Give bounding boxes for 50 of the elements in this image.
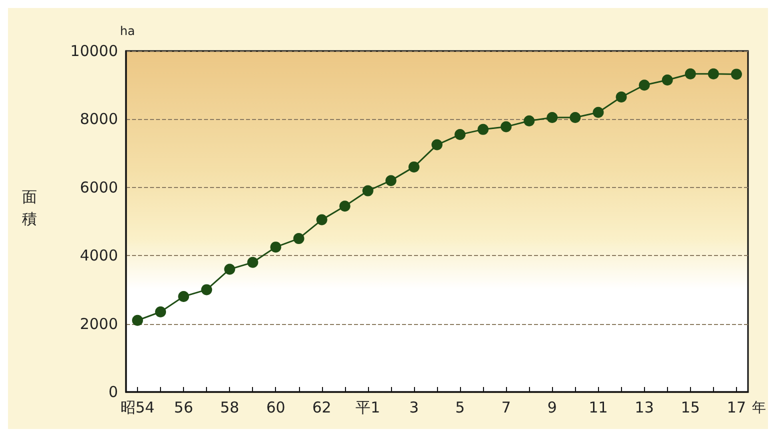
point [270,242,282,253]
point [155,306,166,318]
point [362,185,374,196]
x-tick-label: 13 [634,398,654,416]
point [339,200,350,212]
text: ha [120,24,135,38]
point [293,233,304,244]
point [662,74,673,86]
x-tick-label: 60 [266,398,286,416]
x-tick-label: 5 [455,398,465,416]
x-tick-label: 17 [726,398,746,416]
x-tick-label: 平1 [356,398,380,416]
point [546,112,558,123]
x-tick-label: 3 [409,398,419,416]
point [524,115,535,126]
point [638,80,650,91]
x-tick-label: 9 [547,398,557,416]
x-tick-label: 7 [501,398,511,416]
point [500,121,512,132]
point [730,68,742,80]
x-tick-label: 62 [312,398,332,416]
point [132,314,144,326]
point [408,161,420,172]
y-tick-label: 6000 [80,178,118,196]
point [592,106,604,118]
point [432,139,442,150]
x-tick-label: 11 [588,398,608,416]
point [478,124,489,135]
point [224,264,236,275]
x-tick-label: 15 [680,398,700,416]
point [684,68,696,80]
point [316,214,328,226]
x-tick-label: 58 [220,398,240,416]
y-tick-label: 8000 [80,110,118,128]
y-axis-title: 面積 [22,188,37,228]
x-tick-label: 56 [174,398,194,416]
point [385,175,396,186]
point [178,291,190,302]
y-tick-label: 2000 [80,314,118,333]
y-tick-label: 0 [108,383,118,401]
point [570,112,581,123]
point [247,256,258,268]
y-tick-label: 10000 [70,42,118,60]
x-axis-title: 年 [752,400,766,416]
y-tick-label: 4000 [80,246,118,265]
point [708,68,719,80]
point [201,284,212,296]
x-tick-label: 昭54 [120,398,155,416]
point [616,92,627,103]
point [454,129,466,140]
